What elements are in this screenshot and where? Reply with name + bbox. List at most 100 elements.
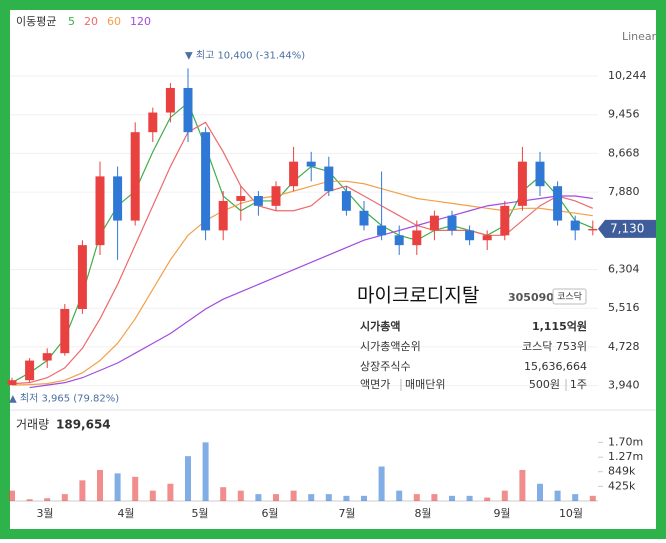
moving-average — [11, 101, 594, 384]
volume-bar — [378, 466, 385, 501]
price-tag — [598, 219, 656, 238]
candle-body — [7, 380, 17, 386]
candle-body — [113, 176, 123, 221]
candle-body — [201, 132, 211, 231]
y-tick-label: 6,304 — [608, 263, 640, 276]
info-value: 500원 — [529, 378, 560, 391]
candle-body — [183, 87, 193, 133]
volume-bar — [220, 487, 227, 501]
x-tick-label: 9월 — [493, 507, 510, 520]
volume-bar — [9, 490, 15, 501]
volume-bar — [202, 442, 209, 501]
candle-body — [25, 360, 35, 381]
candle-body — [465, 230, 475, 241]
candle-body — [553, 186, 563, 221]
candle-body — [324, 166, 334, 192]
stock-name: 마이크로디지탈 — [357, 285, 479, 307]
volume-last: 189,654 — [56, 418, 111, 432]
volume-bar — [149, 490, 156, 501]
market-badge-text: 코스닥 — [557, 292, 582, 303]
info-value: 15,636,664 — [524, 360, 587, 373]
volume-bar — [361, 495, 367, 501]
volume-bar — [61, 494, 68, 501]
volume-bar — [466, 495, 473, 501]
low-annotation: ▲ 최저 3,965 (79.82%) — [9, 392, 119, 404]
candle-body — [412, 230, 422, 246]
y-tick-label: 4,728 — [608, 340, 640, 353]
moving-average — [11, 180, 593, 386]
candle-body — [148, 112, 158, 133]
legend-entry: 5 — [68, 15, 75, 28]
y-tick-label: 10,244 — [608, 69, 647, 82]
y-tick-label: 5,516 — [608, 301, 640, 314]
candle-body — [218, 200, 228, 231]
volume-bar — [132, 476, 139, 501]
volume-tick-label: 1.70m — [608, 435, 643, 448]
candle-body — [359, 210, 369, 226]
x-tick-label: 6월 — [261, 507, 278, 520]
volume-bar — [79, 480, 86, 501]
volume-bar — [255, 494, 262, 501]
scale-label: Linear — [622, 30, 657, 43]
volume-bar — [484, 497, 491, 501]
volume-bar — [325, 494, 332, 501]
candle-body — [377, 225, 387, 236]
volume-bar — [413, 494, 420, 501]
volume-bar — [237, 490, 244, 501]
volume-bar — [167, 483, 174, 501]
info-label: 상장주식수 — [360, 360, 411, 373]
info-label: 시가총액순위 — [360, 340, 421, 353]
volume-bar — [501, 490, 508, 501]
moving-average — [29, 195, 593, 389]
info-value: 1,115억원 — [532, 319, 587, 333]
volume-bar — [114, 473, 121, 501]
x-tick-label: 8월 — [414, 507, 431, 520]
y-tick-label: 9,456 — [608, 108, 640, 121]
candle-body — [289, 161, 299, 187]
y-tick-label: 8,668 — [608, 146, 640, 159]
candle-body — [570, 220, 580, 231]
volume-bar — [396, 490, 403, 501]
legend-entry: 20 — [84, 15, 98, 28]
candle-body — [60, 308, 70, 354]
volume-bar — [185, 456, 191, 501]
volume-bar — [554, 490, 561, 501]
info-label: 매매단위 — [405, 378, 445, 391]
volume-bar — [290, 490, 297, 501]
candle-body — [271, 186, 281, 206]
y-tick-label: 7,880 — [608, 185, 640, 198]
stock-code: 305090 — [508, 291, 554, 304]
candle-body — [482, 235, 492, 241]
candle-body — [588, 228, 598, 231]
volume-bar — [97, 469, 103, 501]
volume-bar — [273, 494, 279, 501]
candle-body — [95, 176, 105, 246]
x-tick-label: 3월 — [36, 507, 53, 520]
candle-body — [77, 245, 87, 309]
candle-body — [253, 196, 263, 206]
candle-body — [42, 353, 52, 361]
volume-bar — [537, 483, 543, 501]
candle-body — [236, 196, 246, 201]
volume-bar — [519, 469, 526, 501]
candle-body — [341, 191, 351, 211]
x-tick-label: 4월 — [117, 507, 134, 520]
volume-tick-label: 1.27m — [608, 450, 643, 463]
candle-body — [447, 215, 457, 231]
info-value: 코스닥 753위 — [522, 340, 587, 353]
candle-body — [517, 161, 527, 206]
high-annotation: ▼ 최고 10,400 (-31.44%) — [185, 49, 305, 61]
info-value: 1주 — [570, 378, 587, 391]
price-tag-text: 7,130 — [610, 221, 644, 235]
x-tick-label: 10월 — [559, 507, 583, 520]
volume-tick-label: 849k — [608, 465, 636, 478]
volume-tick-label: 425k — [608, 479, 636, 492]
volume-bar — [589, 495, 596, 501]
volume-bar — [449, 495, 455, 501]
legend-entry: 120 — [130, 15, 151, 28]
volume-bar — [431, 494, 438, 501]
x-tick-label: 5월 — [191, 507, 208, 520]
info-label: 액면가 — [360, 378, 390, 391]
volume-bar — [26, 499, 33, 501]
